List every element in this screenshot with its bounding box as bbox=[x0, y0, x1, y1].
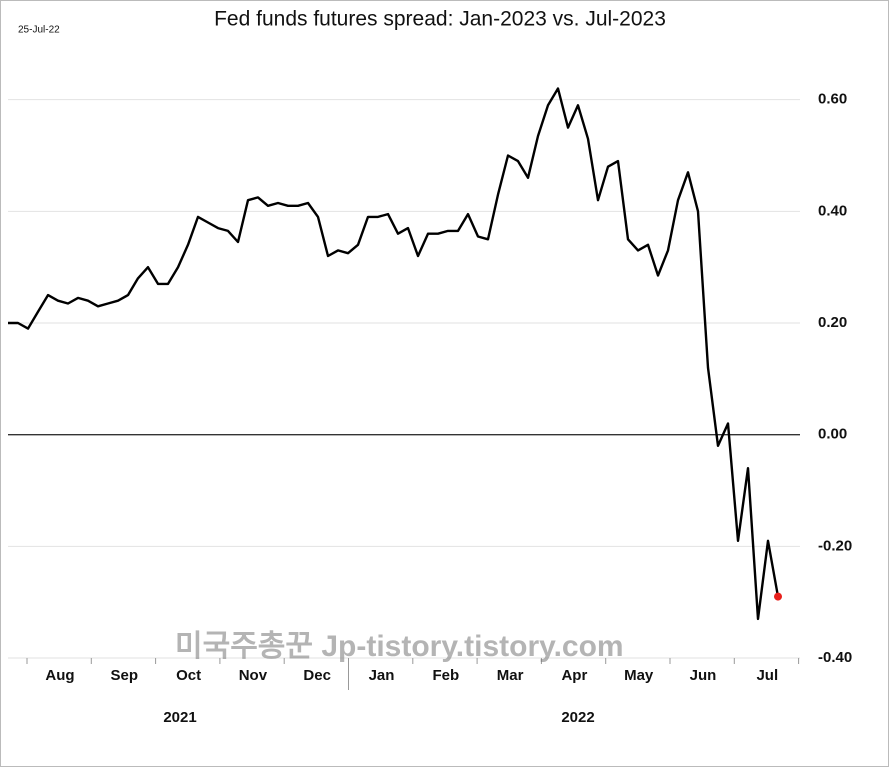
y-tick-label: 0.20 bbox=[818, 314, 847, 331]
x-tick-label: Sep bbox=[111, 667, 139, 684]
watermark: 미국주총꾼 Jp-tistory.tistory.com bbox=[175, 630, 624, 663]
line bbox=[8, 87, 780, 621]
x-tick-label: Mar bbox=[497, 667, 524, 684]
x-tick-label: Jul bbox=[756, 667, 778, 684]
x-tick-label: Apr bbox=[561, 667, 587, 684]
chart-title: Fed funds futures spread: Jan-2023 vs. J… bbox=[214, 8, 666, 31]
x-tick-label: Feb bbox=[432, 667, 459, 684]
year-label: 2022 bbox=[561, 709, 594, 726]
y-tick-label: -0.20 bbox=[818, 537, 852, 554]
year-label: 2021 bbox=[163, 709, 196, 726]
y-tick-label: 0.60 bbox=[818, 91, 847, 108]
y-tick-label: 0.40 bbox=[818, 202, 847, 219]
x-tick-label: May bbox=[624, 667, 654, 684]
y-tick-label: 0.00 bbox=[818, 426, 847, 443]
last-point bbox=[774, 592, 782, 601]
date-label: 25-Jul-22 bbox=[18, 25, 60, 36]
x-tick-label: Nov bbox=[239, 667, 268, 684]
x-tick-label: Dec bbox=[303, 667, 331, 684]
x-tick-label: Oct bbox=[176, 667, 201, 684]
x-tick-label: Jan bbox=[369, 667, 395, 684]
x-tick-label: Jun bbox=[690, 667, 717, 684]
y-tick-label: -0.40 bbox=[818, 649, 852, 666]
x-tick-label: Aug bbox=[45, 667, 74, 684]
